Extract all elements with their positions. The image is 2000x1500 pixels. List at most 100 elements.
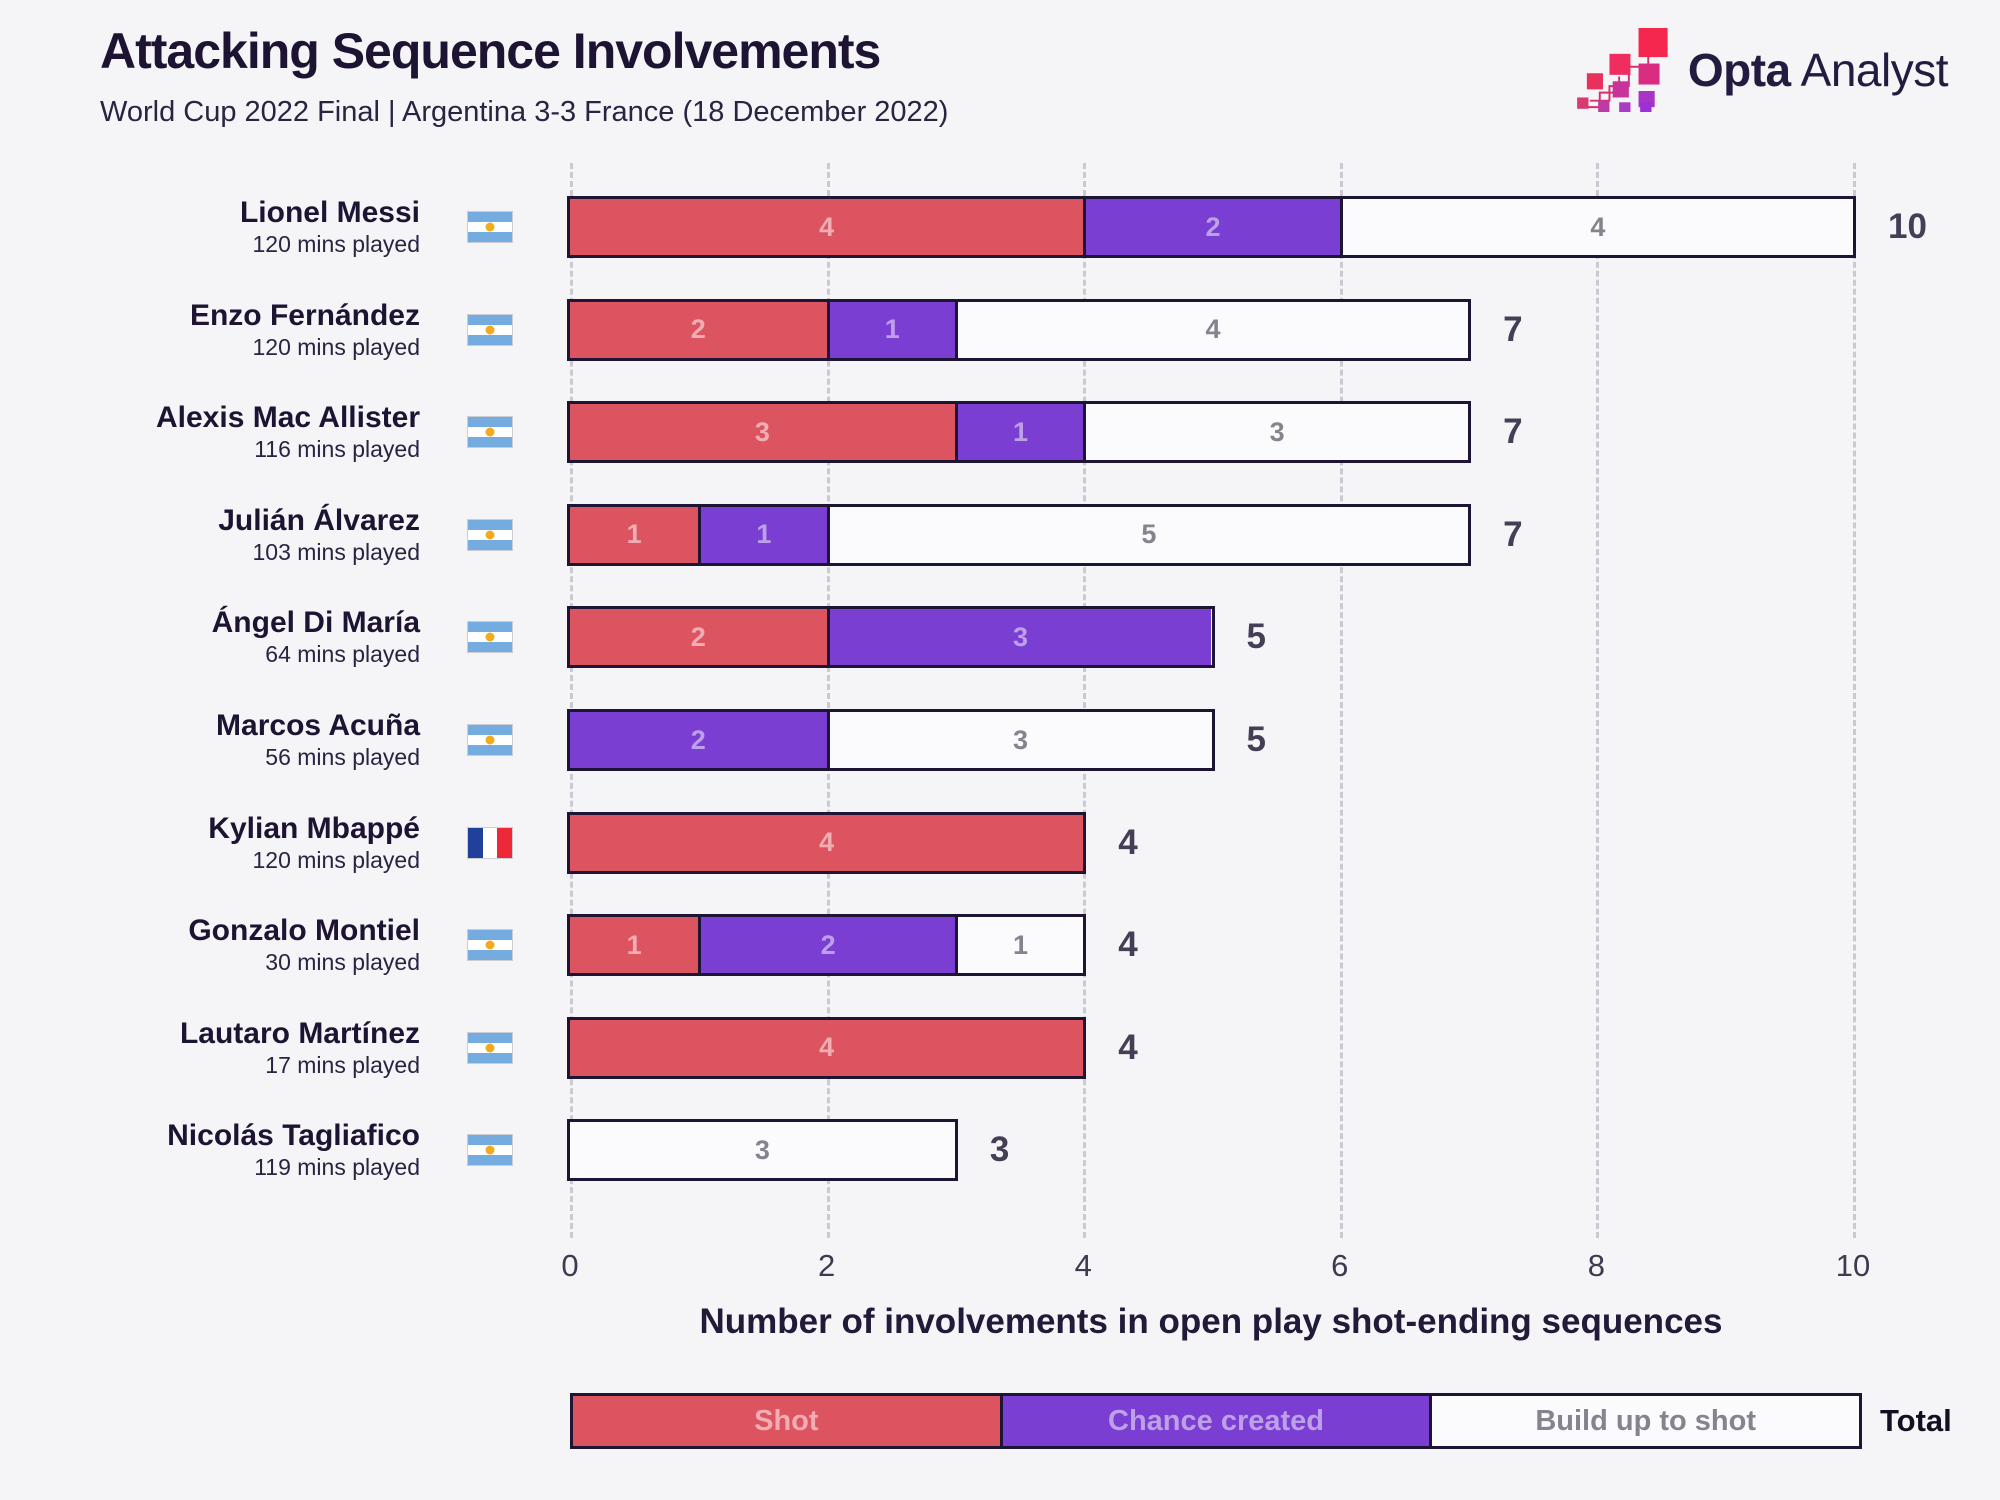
flag-sun (485, 530, 495, 540)
bar-segment-shot: 4 (570, 199, 1084, 255)
flag-stripe (468, 1052, 512, 1063)
flag-stripe (468, 950, 512, 961)
argentina-flag-icon (468, 622, 512, 653)
gridline (1596, 163, 1600, 1238)
stacked-bar: 3 (567, 1119, 958, 1182)
flag-stripe (468, 1145, 512, 1156)
argentina-flag-icon (468, 725, 512, 755)
bar-segment-buildup: 4 (954, 301, 1469, 358)
player-name: Lionel Messi (239, 196, 420, 229)
logo-word-analyst: Analyst (1800, 44, 1949, 96)
argentina-flag-icon (468, 1135, 512, 1166)
flag-stripe (468, 930, 512, 941)
segment-value: 5 (1141, 519, 1157, 550)
player-minutes: 120 mins played (252, 333, 421, 360)
stacked-bar: 4 (567, 1016, 1087, 1079)
bar-segment-shot: 3 (570, 404, 955, 461)
flag-sun (485, 735, 495, 745)
player-minutes: 103 mins played (252, 538, 421, 565)
total-value: 7 (1503, 309, 1523, 349)
total-value: 7 (1503, 514, 1523, 554)
player-label: Ángel Di María 64 mins played (80, 606, 420, 668)
total-value: 10 (1888, 207, 1927, 246)
stacked-bar: 4 (567, 811, 1087, 874)
argentina-flag-icon (468, 519, 512, 550)
page-title: Attacking Sequence Involvements (100, 23, 881, 79)
flag-sun (485, 1145, 495, 1155)
segment-value: 2 (1205, 211, 1221, 242)
bar-segment-buildup: 5 (826, 506, 1469, 563)
flag-stripe (468, 232, 512, 242)
total-value: 5 (1246, 617, 1266, 657)
x-axis-tick: 10 (1835, 1248, 1871, 1283)
segment-value: 1 (756, 519, 772, 550)
flag-stripe (468, 427, 512, 438)
player-minutes: 119 mins played (254, 1154, 420, 1181)
flag-sun (485, 632, 495, 642)
flag-sun (485, 427, 495, 437)
total-value: 5 (1246, 720, 1266, 759)
legend-item-shot: Shot (573, 1396, 1000, 1446)
player-label: Enzo Fernández 120 mins played (80, 299, 420, 361)
segment-value: 1 (626, 519, 642, 550)
flag-stripe (468, 1155, 512, 1166)
segment-value: 2 (690, 724, 706, 755)
logo-word-opta: Opta (1687, 44, 1791, 96)
stacked-bar: 4 2 4 (567, 196, 1856, 258)
player-minutes: 17 mins played (265, 1051, 420, 1078)
gridline (570, 163, 573, 1238)
total-value: 4 (1118, 822, 1138, 862)
player-label: Marcos Acuña 56 mins played (80, 709, 420, 771)
segment-value: 4 (1205, 314, 1221, 345)
player-minutes: 56 mins played (265, 744, 420, 770)
bar-segment-shot: 4 (570, 1019, 1084, 1076)
player-name: Nicolás Tagliafico (167, 1119, 420, 1153)
segment-value: 4 (819, 827, 835, 858)
flag-stripe (468, 314, 512, 325)
bar-segment-chance: 2 (698, 917, 955, 974)
bar-segment-chance: 3 (826, 609, 1212, 666)
player-label: Nicolás Tagliafico 119 mins played (80, 1119, 420, 1181)
bar-segment-buildup: 3 (826, 712, 1212, 768)
player-label: Kylian Mbappé 120 mins played (80, 812, 420, 874)
flag-sun (485, 222, 495, 232)
flag-stripe (468, 334, 512, 345)
flag-stripe (468, 1135, 512, 1146)
player-label: Julián Álvarez 103 mins played (80, 504, 420, 566)
flag-stripe (468, 632, 512, 643)
player-name: Gonzalo Montiel (188, 914, 420, 948)
argentina-flag-icon (468, 314, 512, 345)
flag-stripe (468, 529, 512, 540)
player-name: Alexis Mac Allister (155, 401, 420, 435)
legend: Shot Chance created Build up to shot (570, 1393, 1862, 1449)
argentina-flag-icon (468, 1032, 512, 1063)
bar-segment-buildup: 3 (1083, 404, 1469, 461)
x-axis-tick: 0 (561, 1248, 579, 1283)
segment-value: 2 (820, 929, 836, 960)
x-axis-tick: 6 (1331, 1248, 1349, 1283)
flag-stripe (468, 1042, 512, 1053)
bar-segment-shot: 2 (570, 301, 827, 358)
player-name: Marcos Acuña (216, 709, 420, 742)
opta-logo-icon (1577, 28, 1668, 112)
bar-segment-chance: 1 (954, 404, 1084, 461)
segment-value: 3 (754, 416, 770, 447)
flag-stripe (468, 212, 512, 222)
argentina-flag-icon (468, 930, 512, 961)
flag-stripe (497, 827, 512, 858)
flag-stripe (468, 437, 512, 448)
player-name: Ángel Di María (211, 606, 420, 640)
bar-segment-chance: 1 (826, 301, 955, 358)
segment-value: 4 (819, 211, 835, 242)
opta-logo-text: Opta Analyst (1687, 43, 1949, 97)
segment-value: 1 (1013, 929, 1029, 960)
opta-analyst-logo: Opta Analyst (1576, 28, 1949, 112)
player-label: Lionel Messi 120 mins played (80, 196, 420, 258)
bar-segment-buildup: 4 (1339, 199, 1853, 255)
gridline (826, 163, 830, 1238)
legend-total-label: Total (1880, 1403, 1952, 1438)
flag-stripe (468, 735, 512, 745)
flag-stripe (468, 725, 512, 735)
flag-stripe (468, 519, 512, 530)
